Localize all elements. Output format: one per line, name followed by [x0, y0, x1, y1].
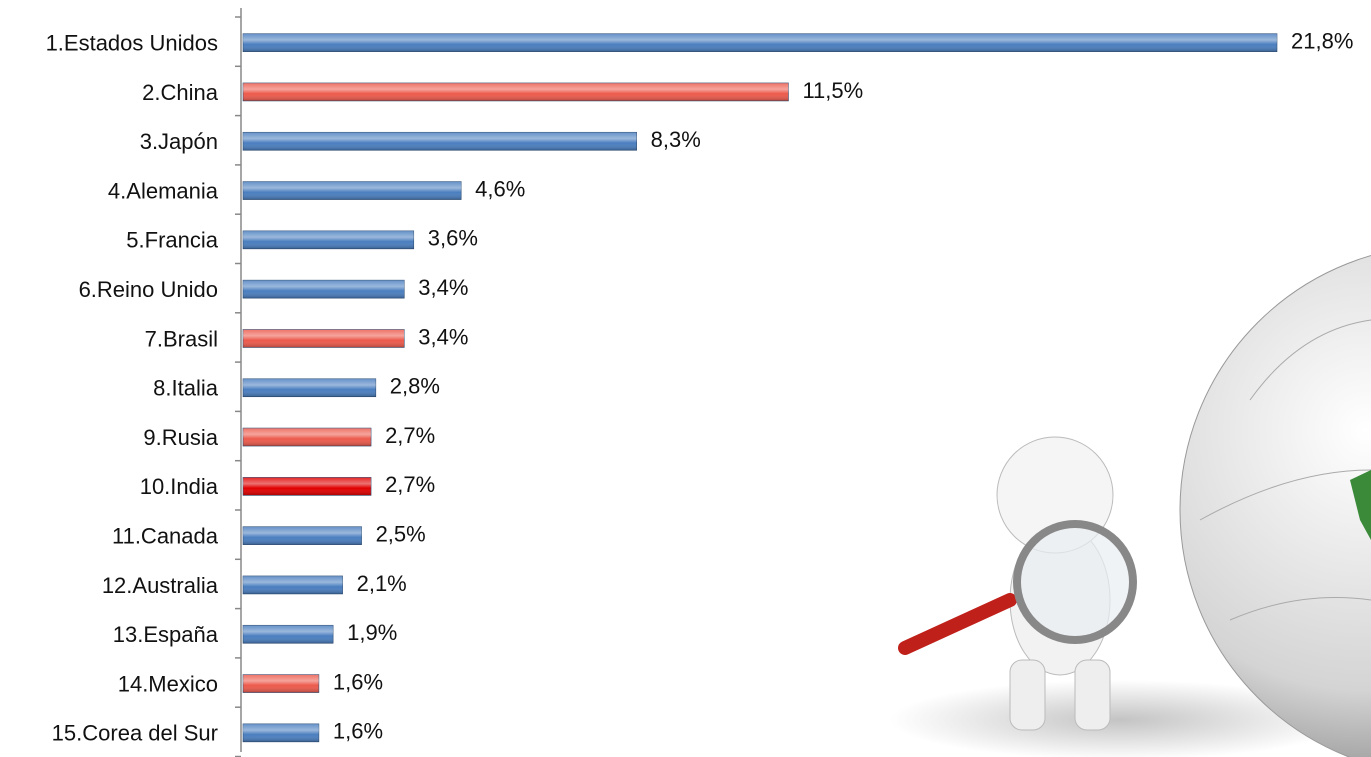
value-label: 3,6%: [428, 226, 478, 251]
bar-shine: [243, 625, 334, 644]
value-label: 3,4%: [418, 275, 468, 300]
globe-land: [1350, 470, 1371, 540]
figure-leg: [1074, 659, 1111, 731]
bar-shine: [243, 280, 405, 299]
category-label: 5.Francia: [126, 228, 218, 253]
bar-shine: [243, 82, 789, 101]
value-label: 1,6%: [333, 669, 383, 694]
category-label: 7.Brasil: [145, 326, 218, 351]
bar-shine: [243, 378, 376, 397]
bar-shine: [243, 526, 362, 545]
bar-shine: [243, 477, 372, 496]
category-label: 11.Canada: [112, 523, 219, 548]
bar-shine: [243, 230, 414, 249]
value-label: 21,8%: [1291, 28, 1353, 53]
bar-shine: [243, 428, 372, 447]
category-label: 4.Alemania: [108, 178, 219, 203]
shadow: [890, 680, 1350, 757]
category-label: 9.Rusia: [143, 425, 218, 450]
value-label: 11,5%: [802, 78, 863, 103]
bar-shine: [243, 181, 462, 200]
bar-shine: [243, 575, 343, 594]
value-label: 4,6%: [475, 176, 525, 201]
value-label: 2,7%: [385, 472, 435, 497]
globe-line: [1199, 319, 1371, 621]
category-label: 10.India: [140, 474, 219, 499]
bar-shine: [243, 132, 637, 151]
value-label: 2,8%: [390, 374, 440, 399]
category-label: 6.Reino Unido: [79, 277, 218, 302]
category-label: 12.Australia: [102, 573, 219, 598]
value-label: 1,9%: [347, 620, 397, 645]
value-label: 1,6%: [333, 719, 383, 744]
category-label: 15.Corea del Sur: [52, 721, 218, 746]
bar-shine: [243, 33, 1277, 52]
value-label: 2,1%: [357, 571, 407, 596]
category-label: 14.Mexico: [118, 671, 218, 696]
category-label: 2.China: [142, 80, 219, 105]
magnifier-handle: [898, 593, 1017, 655]
category-label: 1.Estados Unidos: [46, 30, 218, 55]
bar-shine: [243, 723, 319, 742]
category-label: 8.Italia: [153, 376, 219, 401]
value-label: 2,5%: [376, 521, 426, 546]
magnifier-lens: [1013, 520, 1137, 644]
category-label: 3.Japón: [140, 129, 218, 154]
figure-leg: [1009, 659, 1046, 731]
value-label: 3,4%: [418, 324, 468, 349]
bar-shine: [243, 329, 405, 348]
category-label: 13.España: [113, 622, 219, 647]
bar-shine: [243, 674, 319, 693]
value-label: 2,7%: [385, 423, 435, 448]
globe: [1179, 255, 1371, 757]
illustration: [890, 255, 1371, 757]
value-label: 8,3%: [651, 127, 701, 152]
